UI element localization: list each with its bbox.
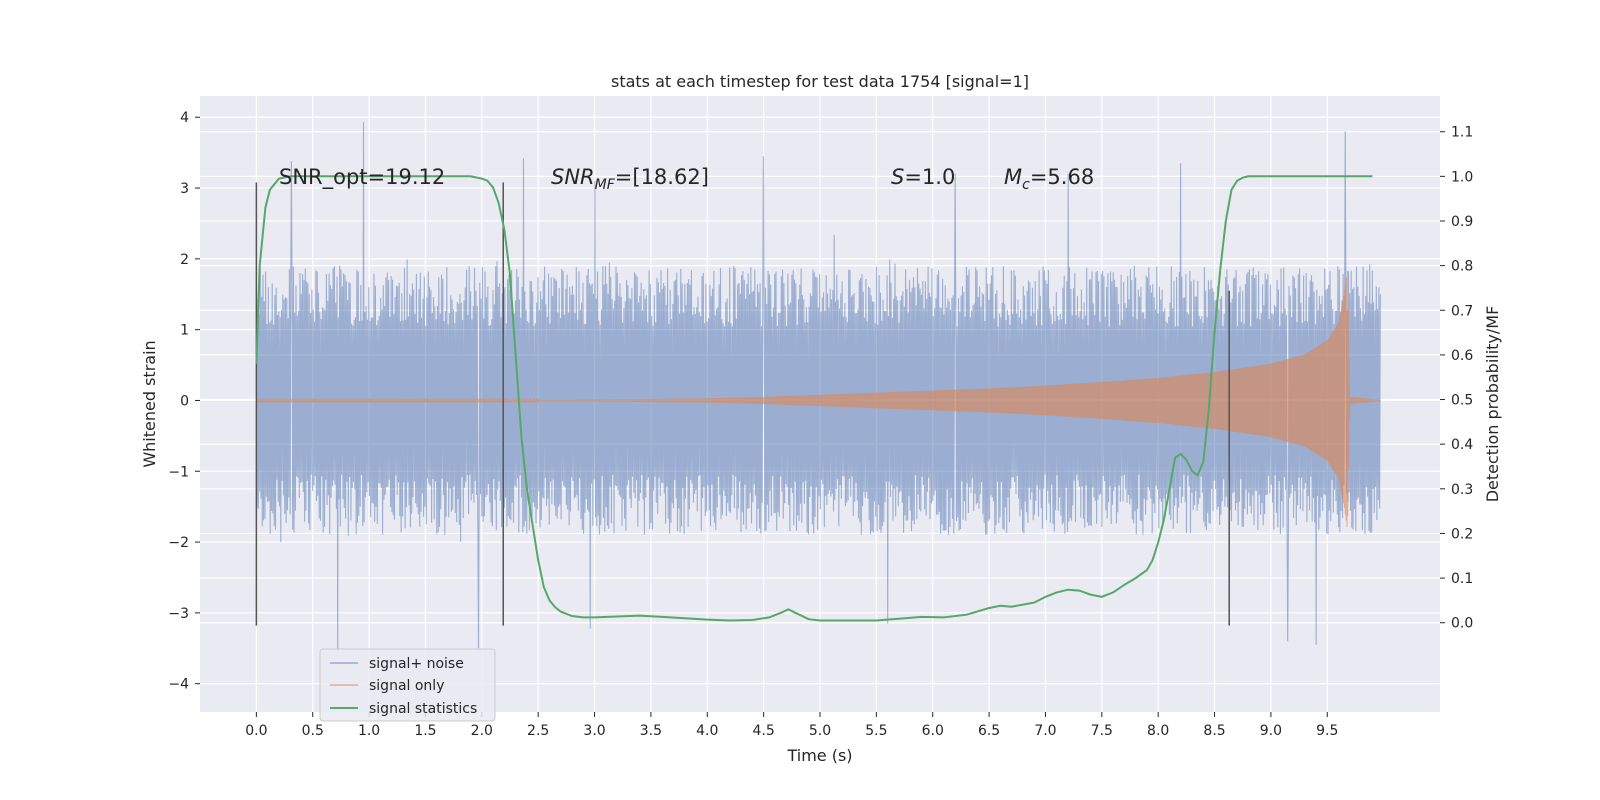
y2-tick-label: 0.2 (1451, 526, 1473, 542)
annotation-mc-main: M (1004, 165, 1022, 189)
x-tick-label: 1.5 (414, 723, 436, 739)
x-tick-label: 7.5 (1091, 723, 1113, 739)
y2-tick-label: 0.7 (1451, 303, 1473, 319)
y2-tick-label: 0.9 (1451, 214, 1473, 230)
y-tick-label: −4 (168, 677, 189, 693)
annotation-mc: Mc=5.68 (1004, 165, 1094, 193)
y2-tick-label: 0.1 (1451, 571, 1473, 587)
annotation-snr-mf-main: SNR (551, 165, 595, 189)
x-tick-label: 4.0 (696, 723, 718, 739)
annotation-mc-sub: c (1022, 177, 1030, 193)
x-tick-label: 1.0 (358, 723, 380, 739)
annotation-mc-rest: =5.68 (1030, 165, 1094, 189)
x-tick-label: 8.0 (1147, 723, 1169, 739)
x-tick-label: 6.5 (978, 723, 1000, 739)
x-tick-label: 3.5 (640, 723, 662, 739)
y2-tick-label: 0.5 (1451, 393, 1473, 409)
x-tick-label: 0.5 (302, 723, 324, 739)
y2-axis-ticks: 1.1 1.0 0.9 0.8 0.7 0.6 0.5 0.4 0.3 0.2 0.1 0.0 (1440, 125, 1473, 632)
x-tick-label: 9.5 (1316, 723, 1338, 739)
series-marks (255, 122, 1381, 652)
annotation-s-main: S (891, 165, 904, 189)
y-tick-label: −1 (168, 464, 189, 480)
y-axis-ticks: 4 3 2 1 0 −1 −2 −3 −4 (168, 110, 200, 693)
y2-tick-label: 0.6 (1451, 348, 1473, 364)
annotation-s: S=1.0 (891, 165, 955, 189)
y-tick-label: 0 (180, 393, 189, 409)
x-tick-label: 6.0 (922, 723, 944, 739)
legend-label-signal-noise: signal+ noise (369, 656, 464, 672)
x-tick-label: 5.5 (865, 723, 887, 739)
y-tick-label: −2 (168, 535, 189, 551)
legend-label-signal-only: signal only (369, 678, 444, 694)
annotation-snr-mf-rest: =[18.62] (615, 165, 709, 189)
legend-box (319, 648, 496, 722)
y2-axis-label: Detection probability/MF (1483, 306, 1502, 503)
y2-tick-label: 0.8 (1451, 259, 1473, 275)
x-tick-label: 9.0 (1260, 723, 1282, 739)
x-tick-label: 4.5 (753, 723, 775, 739)
y-tick-label: 3 (180, 181, 189, 197)
x-tick-label: 2.5 (527, 723, 549, 739)
y-tick-label: 2 (180, 252, 189, 268)
annotation-snr-mf: SNRMF=[18.62] (551, 165, 709, 193)
x-axis-label: Time (s) (786, 746, 852, 765)
y-tick-label: 1 (180, 323, 189, 339)
annotation-s-rest: =1.0 (904, 165, 955, 189)
x-tick-label: 8.5 (1203, 723, 1225, 739)
legend-label-signal-statistics: signal statistics (369, 701, 477, 717)
x-tick-label: 2.0 (471, 723, 493, 739)
series-signal-only-line (255, 270, 1381, 528)
annotation-snr-opt: SNR_opt=19.12 (279, 165, 445, 190)
annotation-snr-mf-sub: MF (595, 177, 616, 193)
y-tick-label: −3 (168, 606, 189, 622)
x-axis-ticks: 0.0 0.5 1.0 1.5 2.0 2.5 3.0 3.5 4.0 4.5 5.0 5.5 6.0 6… (245, 712, 1338, 739)
y2-tick-label: 1.0 (1451, 169, 1473, 185)
y-axis-label: Whitened strain (140, 340, 159, 467)
series-signal-noise-line (255, 122, 1381, 652)
legend: signal+ noise signal only signal statist… (319, 648, 496, 722)
x-tick-label: 5.0 (809, 723, 831, 739)
y2-tick-label: 0.4 (1451, 437, 1473, 453)
y2-tick-label: 0.0 (1451, 616, 1473, 632)
x-tick-label: 7.0 (1034, 723, 1056, 739)
x-tick-label: 3.0 (583, 723, 605, 739)
y2-tick-label: 1.1 (1451, 125, 1473, 141)
chart-title: stats at each timestep for test data 175… (611, 72, 1029, 91)
series-signal-statistics-line (255, 175, 1373, 622)
y-tick-label: 4 (180, 110, 189, 126)
x-tick-label: 0.0 (245, 723, 267, 739)
y2-tick-label: 0.3 (1451, 482, 1473, 498)
